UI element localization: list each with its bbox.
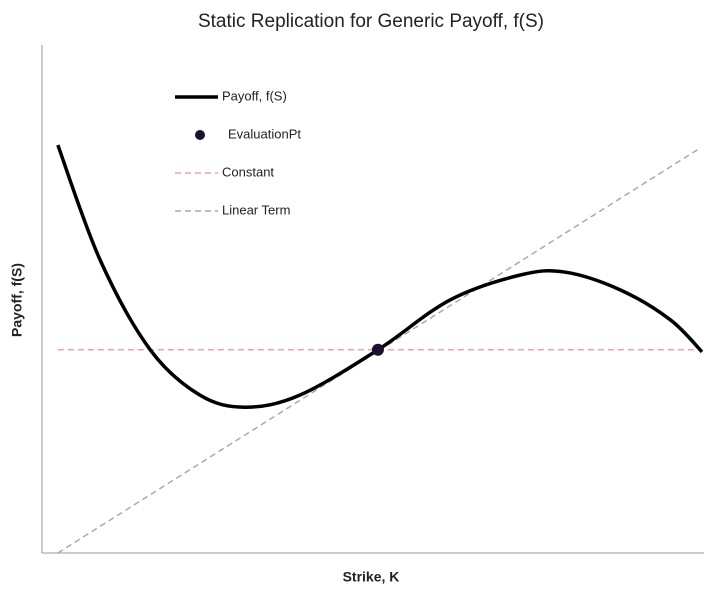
evaluation-point: [371, 343, 384, 356]
legend-label: Linear Term: [222, 202, 290, 217]
legend-label: Payoff, f(S): [222, 88, 287, 103]
x-axis-label: Strike, K: [343, 569, 400, 585]
legend-marker: [195, 130, 205, 140]
y-axis-label: Payoff, f(S): [9, 263, 25, 337]
series-line: [56, 144, 704, 409]
legend-label: EvaluationPt: [228, 126, 301, 141]
series-line: [57, 147, 701, 554]
chart-title: Static Replication for Generic Payoff, f…: [198, 11, 544, 32]
legend-label: Constant: [222, 164, 274, 179]
